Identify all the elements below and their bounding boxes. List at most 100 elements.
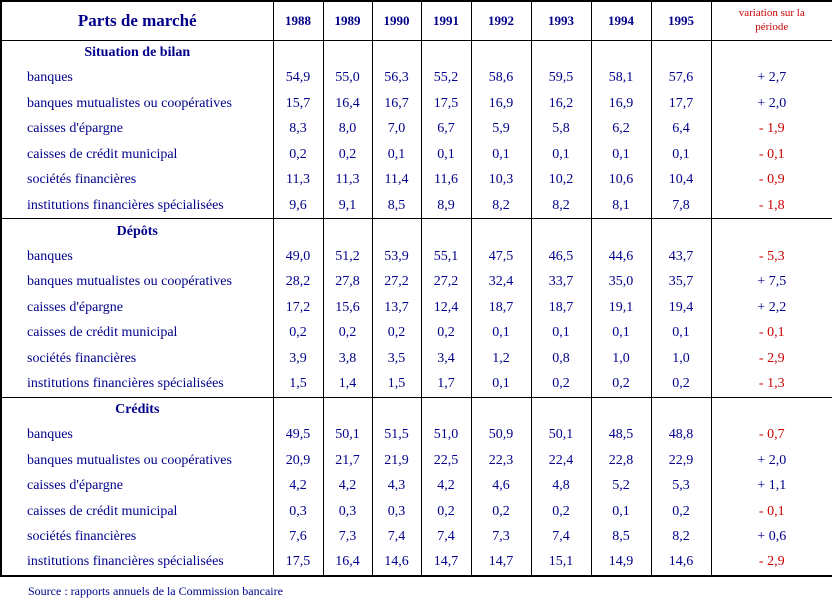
page-title: Parts de marché — [0, 1, 274, 40]
value-cell: 14,6 — [371, 550, 422, 576]
value-cell: 21,9 — [371, 448, 422, 474]
row-label: caisses de crédit municipal — [0, 320, 274, 346]
value-cell: 51,5 — [371, 422, 422, 448]
section-heading: Situation de bilan — [0, 40, 274, 66]
value-cell: 51,0 — [420, 422, 472, 448]
empty-cell — [650, 40, 712, 66]
empty-cell — [272, 397, 324, 423]
value-cell: 1,7 — [420, 371, 472, 397]
value-cell: 0,2 — [470, 499, 532, 525]
value-cell: 22,4 — [530, 448, 592, 474]
row-label: caisses d'épargne — [0, 473, 274, 499]
section-heading: Crédits — [0, 397, 274, 423]
value-cell: 53,9 — [371, 244, 422, 270]
value-cell: 27,2 — [420, 269, 472, 295]
empty-cell — [371, 218, 422, 244]
value-cell: 9,6 — [272, 193, 324, 219]
value-cell: 49,5 — [272, 422, 324, 448]
value-cell: 1,2 — [470, 346, 532, 372]
variation-cell: - 0,1 — [710, 499, 832, 525]
empty-cell — [530, 40, 592, 66]
value-cell: 46,5 — [530, 244, 592, 270]
value-cell: 0,1 — [650, 142, 712, 168]
value-cell: 8,3 — [272, 116, 324, 142]
row-label: caisses de crédit municipal — [0, 142, 274, 168]
value-cell: 51,2 — [322, 244, 373, 270]
value-cell: 8,2 — [530, 193, 592, 219]
value-cell: 0,3 — [322, 499, 373, 525]
value-cell: 0,2 — [322, 142, 373, 168]
empty-cell — [650, 218, 712, 244]
value-cell: 7,3 — [322, 524, 373, 550]
row-label: caisses de crédit municipal — [0, 499, 274, 525]
value-cell: 19,4 — [650, 295, 712, 321]
row-label: sociétés financières — [0, 167, 274, 193]
value-cell: 5,3 — [650, 473, 712, 499]
value-cell: 5,8 — [530, 116, 592, 142]
value-cell: 17,5 — [272, 550, 324, 576]
value-cell: 7,0 — [371, 116, 422, 142]
value-cell: 16,7 — [371, 91, 422, 117]
value-cell: 0,3 — [272, 499, 324, 525]
value-cell: 0,1 — [470, 320, 532, 346]
value-cell: 55,1 — [420, 244, 472, 270]
value-cell: 8,1 — [590, 193, 652, 219]
year-header-1988: 1988 — [272, 1, 324, 40]
value-cell: 1,5 — [371, 371, 422, 397]
variation-cell: - 2,9 — [710, 346, 832, 372]
variation-header: variation sur la période — [710, 1, 832, 40]
value-cell: 4,2 — [322, 473, 373, 499]
empty-cell — [272, 40, 324, 66]
section-heading-row: Crédits — [0, 397, 832, 423]
value-cell: 27,8 — [322, 269, 373, 295]
table-row: institutions financières spécialisées 9,6… — [0, 193, 832, 219]
value-cell: 17,2 — [272, 295, 324, 321]
value-cell: 18,7 — [470, 295, 532, 321]
variation-cell: - 0,7 — [710, 422, 832, 448]
value-cell: 11,3 — [322, 167, 373, 193]
table-row: caisses de crédit municipal 0,3 0,3 0,3 0,2 0… — [0, 499, 832, 525]
row-label: caisses d'épargne — [0, 116, 274, 142]
row-label: caisses d'épargne — [0, 295, 274, 321]
empty-cell — [530, 397, 592, 423]
value-cell: 10,3 — [470, 167, 532, 193]
row-label: banques — [0, 422, 274, 448]
table-row: sociétés financières 11,3 11,3 11,4 11,6 10,3… — [0, 167, 832, 193]
row-label: sociétés financières — [0, 524, 274, 550]
section-heading-row: Situation de bilan — [0, 40, 832, 66]
value-cell: 50,1 — [530, 422, 592, 448]
value-cell: 8,2 — [470, 193, 532, 219]
empty-cell — [710, 397, 832, 423]
variation-cell: - 5,3 — [710, 244, 832, 270]
empty-cell — [371, 40, 422, 66]
value-cell: 33,7 — [530, 269, 592, 295]
variation-cell: + 2,0 — [710, 91, 832, 117]
value-cell: 55,2 — [420, 65, 472, 91]
table-row: caisses d'épargne 8,3 8,0 7,0 6,7 5,9 5,8 6,2 6,… — [0, 116, 832, 142]
value-cell: 14,6 — [650, 550, 712, 576]
value-cell: 16,4 — [322, 550, 373, 576]
value-cell: 0,1 — [590, 499, 652, 525]
value-cell: 43,7 — [650, 244, 712, 270]
value-cell: 7,3 — [470, 524, 532, 550]
value-cell: 1,5 — [272, 371, 324, 397]
variation-cell: - 0,9 — [710, 167, 832, 193]
value-cell: 19,1 — [590, 295, 652, 321]
variation-cell: + 2,2 — [710, 295, 832, 321]
value-cell: 7,4 — [420, 524, 472, 550]
table-row: banques 49,5 50,1 51,5 51,0 50,9 50,1 48,5 48,8-… — [0, 422, 832, 448]
value-cell: 35,7 — [650, 269, 712, 295]
row-label: institutions financières spécialisées — [0, 371, 274, 397]
section-heading: Dépôts — [0, 218, 274, 244]
value-cell: 6,2 — [590, 116, 652, 142]
empty-cell — [710, 218, 832, 244]
value-cell: 11,3 — [272, 167, 324, 193]
value-cell: 0,2 — [420, 320, 472, 346]
value-cell: 11,6 — [420, 167, 472, 193]
variation-header-label: variation sur la période — [738, 7, 805, 33]
value-cell: 3,5 — [371, 346, 422, 372]
table-row: banques mutualistes ou coopératives 28,2 2… — [0, 269, 832, 295]
empty-cell — [590, 40, 652, 66]
value-cell: 4,2 — [420, 473, 472, 499]
